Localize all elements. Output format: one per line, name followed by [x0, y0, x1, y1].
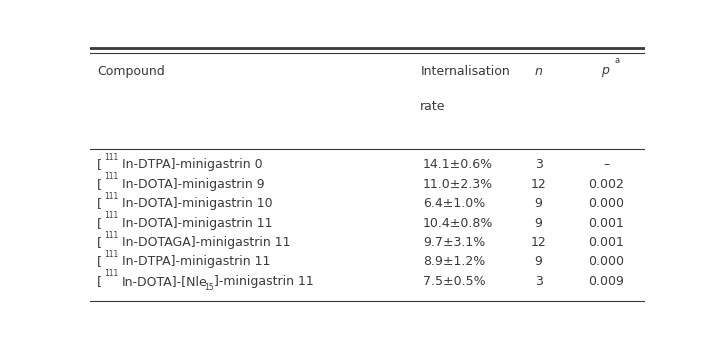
Text: In-DOTA]-minigastrin 9: In-DOTA]-minigastrin 9: [122, 178, 265, 191]
Text: 8.9±1.2%: 8.9±1.2%: [423, 255, 485, 268]
Text: 10.4±0.8%: 10.4±0.8%: [423, 217, 493, 230]
Text: 0.002: 0.002: [589, 178, 625, 191]
Text: rate: rate: [420, 100, 446, 113]
Text: 0.000: 0.000: [589, 255, 625, 268]
Text: [: [: [97, 217, 102, 230]
Text: 12: 12: [531, 178, 546, 191]
Text: 12: 12: [531, 236, 546, 249]
Text: 9.7±3.1%: 9.7±3.1%: [423, 236, 485, 249]
Text: 0.001: 0.001: [589, 236, 625, 249]
Text: $n$: $n$: [534, 65, 543, 78]
Text: 0.000: 0.000: [589, 197, 625, 210]
Text: 11.0±2.3%: 11.0±2.3%: [423, 178, 493, 191]
Text: a: a: [614, 56, 620, 65]
Text: 9: 9: [535, 255, 543, 268]
Text: In-DOTA]-minigastrin 11: In-DOTA]-minigastrin 11: [122, 217, 272, 230]
Text: 111: 111: [104, 250, 118, 259]
Text: 9: 9: [535, 197, 543, 210]
Text: 7.5±0.5%: 7.5±0.5%: [423, 275, 485, 288]
Text: 9: 9: [535, 217, 543, 230]
Text: $p$: $p$: [601, 65, 610, 79]
Text: 14.1±0.6%: 14.1±0.6%: [423, 158, 493, 171]
Text: 111: 111: [104, 211, 118, 220]
Text: [: [: [97, 236, 102, 249]
Text: –: –: [603, 158, 609, 171]
Text: In-DOTA]-minigastrin 10: In-DOTA]-minigastrin 10: [122, 197, 272, 210]
Text: 3: 3: [535, 158, 543, 171]
Text: 0.009: 0.009: [589, 275, 625, 288]
Text: In-DOTA]-[Nle: In-DOTA]-[Nle: [122, 275, 208, 288]
Text: 111: 111: [104, 172, 118, 181]
Text: 111: 111: [104, 230, 118, 239]
Text: 111: 111: [104, 153, 118, 162]
Text: 0.001: 0.001: [589, 217, 625, 230]
Text: [: [: [97, 178, 102, 191]
Text: In-DTPA]-minigastrin 11: In-DTPA]-minigastrin 11: [122, 255, 270, 268]
Text: 6.4±1.0%: 6.4±1.0%: [423, 197, 485, 210]
Text: 111: 111: [104, 192, 118, 201]
Text: In-DTPA]-minigastrin 0: In-DTPA]-minigastrin 0: [122, 158, 262, 171]
Text: Compound: Compound: [97, 65, 165, 78]
Text: ]-minigastrin 11: ]-minigastrin 11: [214, 275, 313, 288]
Text: 15: 15: [204, 283, 214, 292]
Text: Internalisation: Internalisation: [420, 65, 510, 78]
Text: [: [: [97, 275, 102, 288]
Text: [: [: [97, 158, 102, 171]
Text: 3: 3: [535, 275, 543, 288]
Text: [: [: [97, 255, 102, 268]
Text: [: [: [97, 197, 102, 210]
Text: In-DOTAGA]-minigastrin 11: In-DOTAGA]-minigastrin 11: [122, 236, 290, 249]
Text: 111: 111: [104, 269, 118, 278]
